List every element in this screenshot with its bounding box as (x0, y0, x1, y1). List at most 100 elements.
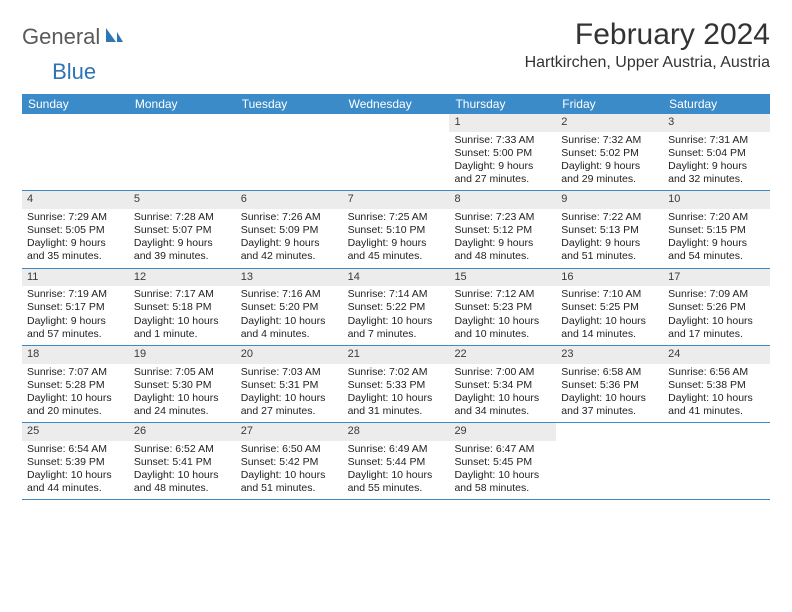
sunrise-text: Sunrise: 7:07 AM (27, 366, 124, 379)
day-number: 26 (129, 423, 236, 441)
calendar-cell: 2Sunrise: 7:32 AMSunset: 5:02 PMDaylight… (556, 114, 663, 190)
location: Hartkirchen, Upper Austria, Austria (525, 54, 770, 72)
sunrise-text: Sunrise: 7:29 AM (27, 211, 124, 224)
sunrise-text: Sunrise: 7:14 AM (348, 288, 445, 301)
sunset-text: Sunset: 5:18 PM (134, 301, 231, 314)
calendar-cell: 19Sunrise: 7:05 AMSunset: 5:30 PMDayligh… (129, 346, 236, 422)
day-number: 27 (236, 423, 343, 441)
sunrise-text: Sunrise: 7:26 AM (241, 211, 338, 224)
sunrise-text: Sunrise: 7:19 AM (27, 288, 124, 301)
daylight-text: Daylight: 9 hours and 35 minutes. (27, 237, 124, 263)
weekday-wed: Wednesday (343, 94, 450, 114)
calendar-cell: 1Sunrise: 7:33 AMSunset: 5:00 PMDaylight… (449, 114, 556, 190)
sunrise-text: Sunrise: 7:12 AM (454, 288, 551, 301)
day-details: Sunrise: 7:02 AMSunset: 5:33 PMDaylight:… (343, 364, 450, 423)
day-details: Sunrise: 6:58 AMSunset: 5:36 PMDaylight:… (556, 364, 663, 423)
calendar-cell: 17Sunrise: 7:09 AMSunset: 5:26 PMDayligh… (663, 269, 770, 345)
day-details: Sunrise: 7:00 AMSunset: 5:34 PMDaylight:… (449, 364, 556, 423)
day-details: Sunrise: 7:28 AMSunset: 5:07 PMDaylight:… (129, 209, 236, 268)
calendar-cell: 23Sunrise: 6:58 AMSunset: 5:36 PMDayligh… (556, 346, 663, 422)
sunset-text: Sunset: 5:34 PM (454, 379, 551, 392)
calendar-cell: 6Sunrise: 7:26 AMSunset: 5:09 PMDaylight… (236, 191, 343, 267)
sunset-text: Sunset: 5:33 PM (348, 379, 445, 392)
day-number: 5 (129, 191, 236, 209)
sunrise-text: Sunrise: 7:32 AM (561, 134, 658, 147)
title-block: February 2024 Hartkirchen, Upper Austria… (525, 18, 770, 72)
day-details: Sunrise: 7:07 AMSunset: 5:28 PMDaylight:… (22, 364, 129, 423)
daylight-text: Daylight: 9 hours and 45 minutes. (348, 237, 445, 263)
daylight-text: Daylight: 10 hours and 34 minutes. (454, 392, 551, 418)
calendar-cell (663, 423, 770, 499)
day-number: 18 (22, 346, 129, 364)
sunset-text: Sunset: 5:09 PM (241, 224, 338, 237)
day-details: Sunrise: 7:32 AMSunset: 5:02 PMDaylight:… (556, 132, 663, 191)
sunset-text: Sunset: 5:42 PM (241, 456, 338, 469)
calendar-week: 1Sunrise: 7:33 AMSunset: 5:00 PMDaylight… (22, 114, 770, 191)
calendar-week: 25Sunrise: 6:54 AMSunset: 5:39 PMDayligh… (22, 423, 770, 500)
logo: General (22, 18, 126, 50)
daylight-text: Daylight: 10 hours and 37 minutes. (561, 392, 658, 418)
daylight-text: Daylight: 10 hours and 7 minutes. (348, 315, 445, 341)
day-number: 20 (236, 346, 343, 364)
day-details: Sunrise: 6:56 AMSunset: 5:38 PMDaylight:… (663, 364, 770, 423)
day-details: Sunrise: 6:52 AMSunset: 5:41 PMDaylight:… (129, 441, 236, 500)
day-number: 7 (343, 191, 450, 209)
daylight-text: Daylight: 10 hours and 51 minutes. (241, 469, 338, 495)
day-details: Sunrise: 6:50 AMSunset: 5:42 PMDaylight:… (236, 441, 343, 500)
sunset-text: Sunset: 5:28 PM (27, 379, 124, 392)
sunset-text: Sunset: 5:41 PM (134, 456, 231, 469)
day-number (129, 114, 236, 132)
day-number: 23 (556, 346, 663, 364)
calendar-cell (236, 114, 343, 190)
calendar-cell: 26Sunrise: 6:52 AMSunset: 5:41 PMDayligh… (129, 423, 236, 499)
sunset-text: Sunset: 5:26 PM (668, 301, 765, 314)
day-details: Sunrise: 7:16 AMSunset: 5:20 PMDaylight:… (236, 286, 343, 345)
weekday-sun: Sunday (22, 94, 129, 114)
day-details: Sunrise: 6:54 AMSunset: 5:39 PMDaylight:… (22, 441, 129, 500)
sunset-text: Sunset: 5:17 PM (27, 301, 124, 314)
calendar-cell: 9Sunrise: 7:22 AMSunset: 5:13 PMDaylight… (556, 191, 663, 267)
daylight-text: Daylight: 9 hours and 54 minutes. (668, 237, 765, 263)
day-number: 12 (129, 269, 236, 287)
sunset-text: Sunset: 5:22 PM (348, 301, 445, 314)
month-title: February 2024 (525, 18, 770, 52)
daylight-text: Daylight: 10 hours and 31 minutes. (348, 392, 445, 418)
calendar-week: 11Sunrise: 7:19 AMSunset: 5:17 PMDayligh… (22, 269, 770, 346)
daylight-text: Daylight: 9 hours and 48 minutes. (454, 237, 551, 263)
calendar-cell: 16Sunrise: 7:10 AMSunset: 5:25 PMDayligh… (556, 269, 663, 345)
day-details: Sunrise: 7:29 AMSunset: 5:05 PMDaylight:… (22, 209, 129, 268)
day-details: Sunrise: 7:19 AMSunset: 5:17 PMDaylight:… (22, 286, 129, 345)
sunrise-text: Sunrise: 7:10 AM (561, 288, 658, 301)
sunset-text: Sunset: 5:39 PM (27, 456, 124, 469)
sunrise-text: Sunrise: 7:25 AM (348, 211, 445, 224)
daylight-text: Daylight: 9 hours and 32 minutes. (668, 160, 765, 186)
day-details: Sunrise: 6:49 AMSunset: 5:44 PMDaylight:… (343, 441, 450, 500)
day-details: Sunrise: 7:20 AMSunset: 5:15 PMDaylight:… (663, 209, 770, 268)
calendar-cell: 8Sunrise: 7:23 AMSunset: 5:12 PMDaylight… (449, 191, 556, 267)
calendar-week: 18Sunrise: 7:07 AMSunset: 5:28 PMDayligh… (22, 346, 770, 423)
daylight-text: Daylight: 10 hours and 41 minutes. (668, 392, 765, 418)
calendar-cell: 21Sunrise: 7:02 AMSunset: 5:33 PMDayligh… (343, 346, 450, 422)
calendar-body: 1Sunrise: 7:33 AMSunset: 5:00 PMDaylight… (22, 114, 770, 500)
daylight-text: Daylight: 10 hours and 48 minutes. (134, 469, 231, 495)
calendar-cell: 13Sunrise: 7:16 AMSunset: 5:20 PMDayligh… (236, 269, 343, 345)
sunset-text: Sunset: 5:05 PM (27, 224, 124, 237)
day-details: Sunrise: 7:26 AMSunset: 5:09 PMDaylight:… (236, 209, 343, 268)
day-details: Sunrise: 7:31 AMSunset: 5:04 PMDaylight:… (663, 132, 770, 191)
day-number (236, 114, 343, 132)
day-number: 21 (343, 346, 450, 364)
day-number: 16 (556, 269, 663, 287)
daylight-text: Daylight: 10 hours and 44 minutes. (27, 469, 124, 495)
day-details: Sunrise: 7:05 AMSunset: 5:30 PMDaylight:… (129, 364, 236, 423)
sunrise-text: Sunrise: 7:23 AM (454, 211, 551, 224)
day-number: 17 (663, 269, 770, 287)
day-number: 4 (22, 191, 129, 209)
daylight-text: Daylight: 10 hours and 24 minutes. (134, 392, 231, 418)
day-number: 29 (449, 423, 556, 441)
sunset-text: Sunset: 5:02 PM (561, 147, 658, 160)
calendar-cell: 11Sunrise: 7:19 AMSunset: 5:17 PMDayligh… (22, 269, 129, 345)
sunrise-text: Sunrise: 7:16 AM (241, 288, 338, 301)
daylight-text: Daylight: 9 hours and 57 minutes. (27, 315, 124, 341)
sunset-text: Sunset: 5:00 PM (454, 147, 551, 160)
day-number: 13 (236, 269, 343, 287)
